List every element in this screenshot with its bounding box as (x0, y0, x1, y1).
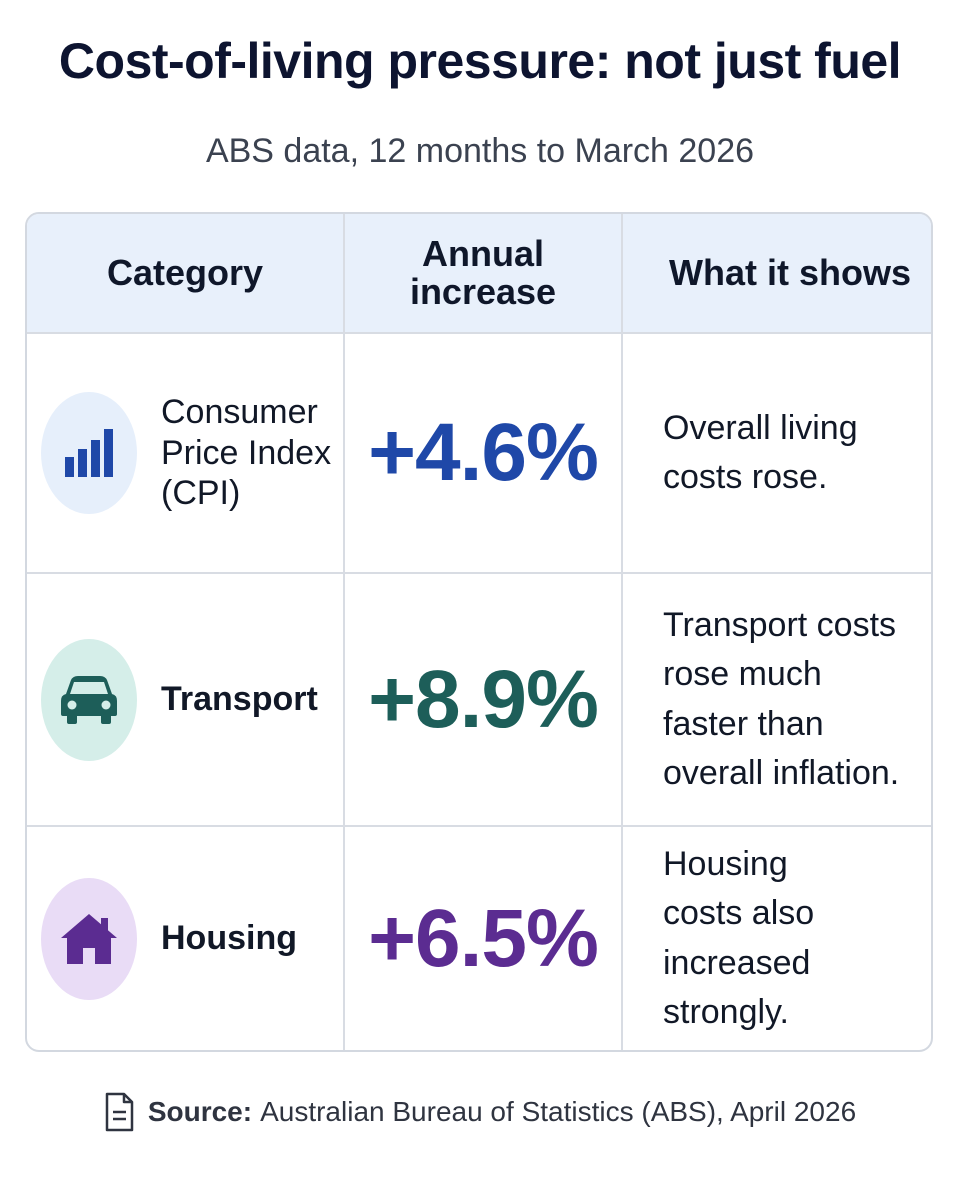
chart-subtitle: ABS data, 12 months to March 2026 (205, 132, 755, 170)
description-housing: Housing costs also increased strongly. (663, 844, 815, 1031)
header-category: Category (27, 214, 345, 334)
house-icon (61, 913, 117, 964)
car-icon (61, 675, 117, 724)
value-housing: +6.5% (345, 827, 623, 1050)
description-cpi: Overall living costs rose. (623, 334, 931, 574)
chart-title: Cost-of-living pressure: not just fuel (58, 33, 902, 89)
category-label: Consumer Price Index (CPI) (161, 392, 332, 513)
data-table: Category Annual increase What it shows C… (25, 212, 933, 1052)
source-note: Source: Australian Bureau of Statistics (… (0, 1092, 960, 1132)
value-transport: +8.9% (345, 574, 623, 827)
bar-chart-icon (65, 429, 113, 477)
category-label: Housing (161, 919, 297, 958)
cpi-icon-circle (41, 392, 137, 514)
header-annual-increase: Annual increase (345, 214, 623, 334)
table-row-cpi-category: Consumer Price Index (CPI) (27, 334, 345, 574)
table-row-transport-category: Transport (27, 574, 345, 827)
value-cpi: +4.6% (345, 334, 623, 574)
source-text: Australian Bureau of Statistics (ABS), A… (260, 1096, 857, 1127)
description-transport: Transport costs rose much faster than ov… (623, 574, 931, 827)
category-label: Transport (161, 680, 318, 719)
header-what-it-shows: What it shows (623, 214, 931, 334)
housing-icon-circle (41, 877, 137, 1000)
document-icon (105, 1092, 134, 1132)
source-label: Source: (147, 1096, 253, 1127)
table-row-housing-category: Housing (27, 827, 345, 1050)
transport-icon-circle (41, 638, 137, 761)
